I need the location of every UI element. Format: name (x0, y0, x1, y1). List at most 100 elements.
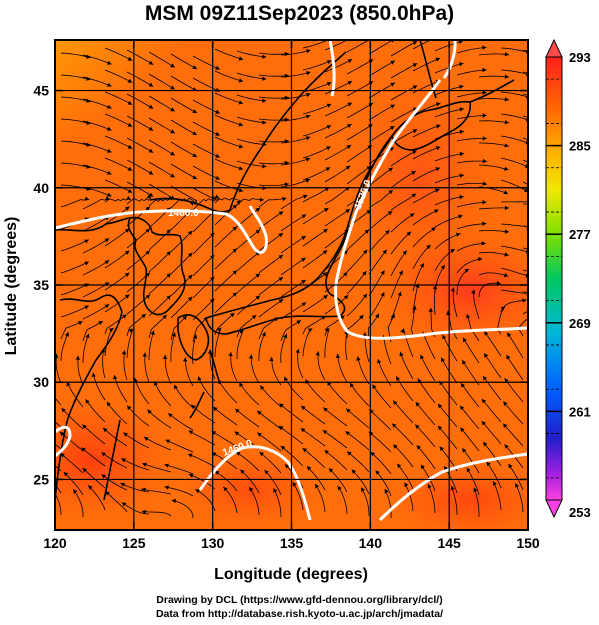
streamline (101, 451, 128, 469)
streamline-arrowhead (301, 302, 306, 307)
streamline-arrowhead (124, 272, 130, 277)
streamline-arrowhead (507, 332, 512, 338)
streamline-arrowhead (323, 407, 328, 412)
streamline (60, 184, 91, 191)
streamline-arrowhead (192, 65, 197, 69)
streamline (60, 452, 84, 474)
streamline (506, 354, 524, 381)
streamline-arrowhead (387, 211, 393, 216)
streamline (456, 201, 487, 208)
streamline-arrowhead (168, 413, 173, 418)
streamline (478, 251, 509, 256)
streamline-arrowhead (120, 483, 126, 487)
streamline (459, 427, 480, 452)
streamline (148, 251, 172, 273)
streamline (337, 353, 348, 383)
colorbar-tick-label: 261 (569, 404, 591, 419)
streamline (102, 348, 106, 379)
streamline-arrowhead (324, 187, 330, 192)
streamline (500, 267, 528, 277)
streamline (55, 353, 62, 384)
streamline-arrowhead (427, 484, 432, 489)
streamline (492, 481, 502, 511)
streamline (456, 160, 487, 164)
streamline-arrowhead (283, 333, 288, 339)
streamline (141, 488, 172, 495)
streamline (456, 243, 486, 252)
streamline (104, 294, 130, 313)
streamline-arrowhead (503, 190, 509, 195)
streamline-arrowhead (326, 103, 332, 108)
streamline-arrowhead (402, 250, 407, 255)
streamline-arrowhead (166, 251, 171, 256)
y-tick-label: 35 (33, 277, 49, 293)
streamline-arrowhead (61, 408, 66, 413)
streamline-arrowhead (482, 136, 487, 141)
streamline (148, 95, 175, 112)
streamline-arrowhead (197, 376, 202, 381)
streamline (258, 276, 284, 296)
streamline-arrowhead (234, 431, 240, 436)
streamline-arrowhead (123, 432, 128, 437)
map-grid (55, 40, 528, 530)
streamline-arrowhead (192, 175, 197, 179)
streamline-arrowhead (504, 120, 509, 125)
streamline-arrowhead (504, 229, 509, 234)
streamline (292, 481, 304, 511)
streamline (60, 140, 91, 147)
streamline-arrowhead (390, 60, 395, 65)
streamline-arrowhead (412, 41, 418, 45)
streamline (239, 382, 260, 406)
streamline (126, 49, 154, 65)
streamline (368, 167, 394, 187)
streamline (390, 170, 416, 189)
coast-honshu (205, 135, 393, 335)
streamline-arrowhead (284, 73, 289, 79)
streamline (63, 471, 84, 496)
streamline (486, 461, 502, 489)
streamline (461, 447, 480, 474)
streamline (164, 464, 194, 475)
streamline (346, 451, 370, 473)
streamline-arrowhead (450, 287, 455, 292)
streamline (148, 73, 175, 90)
streamline-arrowhead (255, 229, 260, 234)
streamline (236, 273, 261, 294)
streamline (473, 487, 480, 517)
streamline (258, 118, 289, 121)
streamline-arrowhead (189, 473, 194, 478)
streamline-arrowhead (147, 409, 152, 414)
streamline-arrowhead (126, 195, 131, 200)
streamline (324, 186, 350, 205)
streamline-arrowhead (296, 320, 301, 325)
streamline-arrowhead (503, 273, 509, 278)
streamline (236, 72, 267, 80)
streamline (236, 116, 267, 124)
streamline-arrowhead (187, 274, 193, 280)
streamline-arrowhead (302, 448, 308, 453)
streamline (412, 102, 441, 116)
streamline-arrowhead (170, 85, 175, 90)
streamline (306, 465, 326, 491)
streamline (236, 329, 244, 359)
streamline-arrowhead (481, 398, 487, 404)
streamline (173, 384, 194, 409)
streamline (500, 245, 528, 253)
streamline-arrowhead (229, 312, 235, 318)
streamline (327, 381, 348, 405)
streamline (412, 227, 436, 248)
streamline (192, 121, 220, 136)
streamline-arrowhead (397, 463, 402, 469)
streamline-arrowhead (301, 214, 307, 219)
streamline (60, 261, 89, 274)
streamline (500, 113, 528, 121)
streamline-arrowhead (419, 263, 424, 268)
streamline (466, 313, 480, 342)
y-axis-ticks: 25 30 35 40 45 (33, 83, 528, 487)
streamline-arrowhead (84, 305, 89, 310)
coast-ryukyu (103, 349, 221, 501)
y-tick-label: 45 (33, 83, 49, 99)
streamline (212, 406, 238, 426)
streamline-arrowhead (251, 315, 257, 320)
